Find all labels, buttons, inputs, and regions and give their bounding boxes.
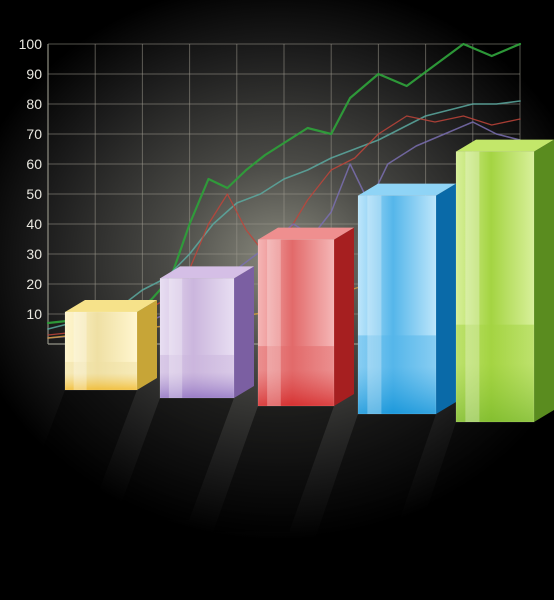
bar-yellow-side [137, 300, 157, 390]
bar-purple-side [234, 266, 254, 398]
bar-blue-shadow [313, 414, 436, 544]
bar-red-side [334, 228, 354, 406]
bar-red-shadow [213, 406, 334, 532]
bar-yellow-shadow [20, 390, 137, 508]
bar-purple-shadow [115, 398, 234, 520]
y-tick-label: 100 [19, 36, 43, 52]
chart-stage: 10 20 30 40 50 60 70 80 90 10010 90 100 [0, 0, 554, 600]
bar-green [456, 140, 554, 422]
y-tick-label: 80 [26, 96, 42, 112]
bar-blue [358, 184, 456, 414]
bar-purple-highlight [169, 278, 182, 398]
bar-blue-highlight [367, 196, 381, 414]
y-tick-label: 90 [26, 66, 42, 82]
y-tick-label: 30 [26, 246, 42, 262]
bar-green-side [534, 140, 554, 422]
bar-green-shadow [411, 422, 534, 556]
bar-purple [160, 266, 254, 398]
bar-red-highlight [267, 240, 281, 406]
bar-yellow [65, 300, 157, 390]
bar-blue-side [436, 184, 456, 414]
bar-red [258, 228, 354, 406]
y-axis-labels: 10 20 30 40 50 60 70 80 90 100 [19, 36, 43, 322]
chart-svg: 10 20 30 40 50 60 70 80 90 10010 90 100 [0, 0, 554, 600]
bar-yellow-highlight [74, 312, 87, 390]
y-tick-label: 10 [26, 306, 42, 322]
y-tick-label: 60 [26, 156, 42, 172]
bars-group [65, 140, 554, 422]
y-tick-label: 20 [26, 276, 42, 292]
bar-green-highlight [465, 152, 479, 422]
y-tick-label: 40 [26, 216, 42, 232]
y-tick-label: 50 [26, 186, 42, 202]
y-tick-label: 70 [26, 126, 42, 142]
